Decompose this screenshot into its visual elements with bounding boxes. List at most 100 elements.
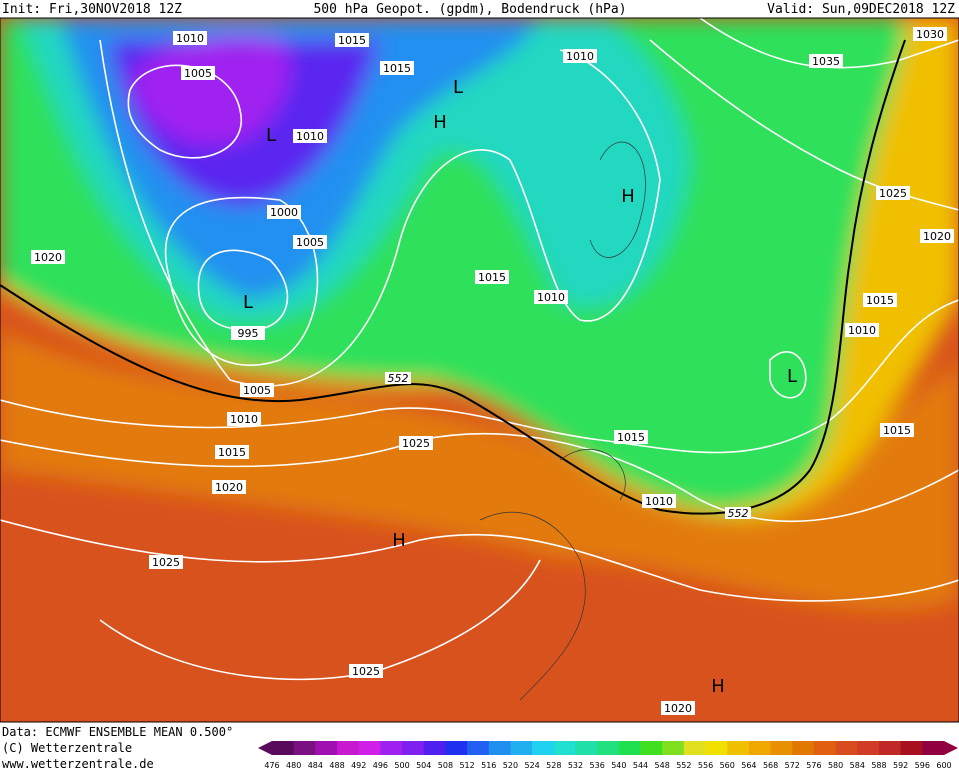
contour-label: 552: [728, 507, 749, 520]
isobar-label-box: [293, 129, 327, 143]
scale-bin: [792, 741, 815, 755]
scale-bin: [597, 741, 620, 755]
pressure-center: L: [266, 125, 276, 146]
scale-tick-label: 576: [806, 761, 821, 770]
isobar: [127, 64, 243, 159]
scale-tick-label: 568: [763, 761, 778, 770]
scale-bin: [748, 741, 772, 755]
contour-label-box: [385, 372, 411, 384]
scale-bin: [640, 741, 663, 755]
scale-bin: [358, 741, 381, 755]
isobar-label-box: [614, 430, 648, 444]
coastlines: [479, 141, 646, 701]
pressure-center: H: [711, 676, 725, 697]
isobar-label: 1020: [215, 481, 243, 494]
isobar-label-box: [349, 664, 383, 678]
scale-bin: [423, 741, 446, 755]
scale-bin: [857, 741, 880, 755]
isobar-label: 1020: [923, 230, 951, 243]
isobar-label-box: [212, 480, 246, 494]
scale-bin: [900, 741, 923, 755]
isobar-label-box: [880, 423, 914, 437]
scale-tick-label: 596: [915, 761, 930, 770]
scale-bin: [618, 741, 642, 755]
scale-tick-label: 560: [720, 761, 735, 770]
isobar-label: 1010: [176, 32, 204, 45]
valid-label: Valid: Sun,09DEC2018 12Z: [767, 2, 955, 17]
scale-tick-label: 552: [676, 761, 691, 770]
isobar-label: 1010: [848, 324, 876, 337]
isobar-label-box: [399, 436, 433, 450]
isobar-label: 1005: [243, 384, 271, 397]
scale-bin: [315, 741, 338, 755]
scale-tick-label: 588: [871, 761, 886, 770]
scale-bin: [575, 741, 598, 755]
band-purple: [130, 36, 291, 146]
scale-bin: [380, 741, 403, 755]
isobar: [99, 39, 661, 387]
isobar-label: 1010: [645, 495, 673, 508]
scale-bin: [293, 741, 316, 755]
scale-bin: [770, 741, 793, 755]
isobar-label-box: [173, 31, 207, 45]
pressure-center: L: [243, 292, 253, 313]
pressure-center: L: [453, 77, 463, 98]
scale-tick-label: 516: [481, 761, 496, 770]
isobar-label-box: [845, 323, 879, 337]
isobar-label: 1030: [916, 28, 944, 41]
isobar-label-box: [642, 494, 676, 508]
isobar-label: 1015: [478, 271, 506, 284]
scale-tick-label: 548: [655, 761, 670, 770]
scale-bin: [878, 741, 902, 755]
contour-label: 552: [388, 372, 409, 385]
isobar-label-box: [913, 27, 947, 41]
scale-tick-label: 512: [459, 761, 474, 770]
scale-tick-label: 528: [546, 761, 561, 770]
band-orange: [0, 330, 959, 612]
map-title: 500 hPa Geopot. (gpdm), Bodendruck (hPa): [313, 2, 626, 17]
isobar-label-box: [227, 412, 261, 426]
scale-tick-label: 492: [351, 761, 366, 770]
scale-tick-label: 520: [503, 761, 518, 770]
scale-bin: [467, 741, 490, 755]
scale-tick-label: 540: [611, 761, 626, 770]
isobar: [769, 351, 807, 399]
scale-arrow-right: [944, 741, 958, 755]
contour-label-box: [725, 507, 751, 519]
isobar-label-box: [809, 54, 843, 68]
scale-tick-label: 600: [936, 761, 951, 770]
isobar-label-box: [380, 61, 414, 75]
data-source: Data: ECMWF ENSEMBLE MEAN 0.500°: [2, 725, 233, 739]
scale-tick-label: 524: [524, 761, 539, 770]
pressure-center: L: [787, 366, 797, 387]
isobar-label-box: [920, 229, 954, 243]
isobar-label-box: [863, 293, 897, 307]
scale-bin: [705, 741, 728, 755]
isobar-label-box: [267, 205, 301, 219]
scale-tick-label: 476: [264, 761, 279, 770]
color-scale: 476 480 484 488 492 496 500 504 508 512 516 520 524 5…: [258, 741, 958, 770]
isobar: [0, 519, 959, 602]
scale-tick-label: 572: [785, 761, 800, 770]
copyright: (C) Wetterzentrale: [2, 741, 132, 755]
isobar-label: 1035: [812, 55, 840, 68]
isobar-label-box: [475, 270, 509, 284]
isobar-label: 1000: [270, 206, 298, 219]
isobar-label-box: [563, 49, 597, 63]
isobar-label: 1025: [152, 556, 180, 569]
isobar-label-box: [231, 326, 265, 340]
isobar-label: 1005: [184, 67, 212, 80]
isobar: [649, 39, 959, 211]
isobar-label: 1015: [218, 446, 246, 459]
scale-bin: [337, 741, 360, 755]
isobar-label: 1010: [566, 50, 594, 63]
scale-tick-label: 484: [308, 761, 323, 770]
coastline: [479, 141, 646, 701]
scale-bin: [835, 741, 858, 755]
isobar-label: 1015: [617, 431, 645, 444]
scale-tick-label: 480: [286, 761, 301, 770]
isobar: [0, 432, 959, 523]
isobar-label-box: [149, 555, 183, 569]
init-label: Init: Fri,30NOV2018 12Z: [2, 2, 182, 17]
